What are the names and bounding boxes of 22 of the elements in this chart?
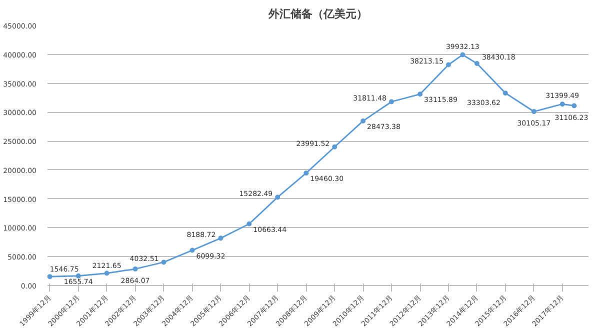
point bbox=[418, 92, 423, 97]
point bbox=[132, 266, 138, 272]
point bbox=[246, 221, 252, 226]
point bbox=[502, 90, 508, 96]
point bbox=[572, 103, 577, 108]
point bbox=[104, 270, 110, 276]
point bbox=[531, 109, 536, 114]
point bbox=[474, 60, 480, 66]
point bbox=[161, 260, 166, 265]
point bbox=[389, 99, 394, 104]
point bbox=[446, 62, 451, 68]
chart-title: 外汇储备（亿美元） bbox=[268, 8, 368, 20]
point bbox=[218, 236, 224, 241]
point bbox=[332, 144, 338, 150]
point bbox=[275, 194, 280, 200]
point bbox=[460, 52, 466, 58]
point bbox=[304, 170, 309, 176]
point bbox=[48, 274, 52, 280]
point bbox=[76, 273, 81, 278]
point bbox=[190, 248, 195, 253]
point bbox=[360, 118, 366, 124]
point bbox=[560, 102, 565, 107]
